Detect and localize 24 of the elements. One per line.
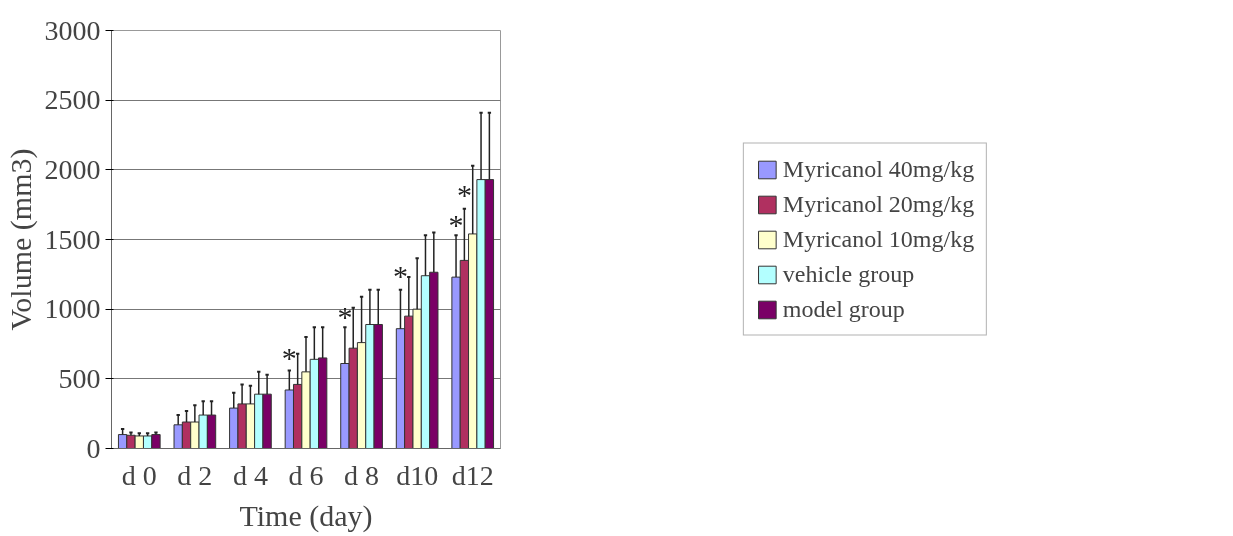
y-tick-label: 1000 [44, 293, 101, 325]
y-tick-label: 2000 [44, 153, 101, 185]
legend-label: Myricanol 20mg/kg [782, 190, 975, 218]
y-axis-title: Volume (mm3) [3, 148, 38, 331]
x-tick-label: d12 [451, 459, 494, 491]
x-tick-label: d 2 [177, 459, 213, 491]
x-tick-label: d 0 [121, 459, 157, 491]
y-tick-label: 2500 [44, 84, 101, 116]
legend-label: Myricanol 40mg/kg [782, 155, 975, 183]
legend-label: model group [782, 295, 905, 323]
y-tick-label: 1500 [44, 223, 101, 255]
annotation: * [281, 341, 297, 375]
y-tick-label: 3000 [44, 14, 101, 46]
x-axis-title: Time (day) [239, 498, 373, 533]
x-tick-label: d 6 [288, 459, 324, 491]
y-tick-label: 500 [58, 362, 101, 394]
legend-label: Myricanol 10mg/kg [782, 225, 975, 253]
x-tick-label: d10 [396, 459, 439, 491]
annotation: * [337, 299, 353, 333]
legend-label: vehicle group [782, 260, 915, 288]
y-tick-label: 0 [86, 432, 101, 464]
annotation: * [392, 259, 408, 293]
x-tick-label: d 8 [344, 459, 380, 491]
x-tick-label: d 4 [232, 459, 268, 491]
